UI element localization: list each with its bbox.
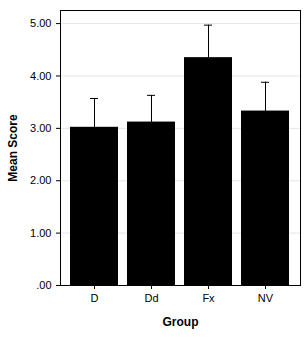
svg-text:Dd: Dd [144, 292, 158, 304]
svg-text:Group: Group [163, 315, 199, 329]
svg-text:3.00: 3.00 [30, 122, 51, 134]
svg-text:.00: .00 [36, 279, 51, 291]
svg-text:Mean Score: Mean Score [6, 114, 20, 182]
svg-text:D: D [91, 292, 99, 304]
svg-text:NV: NV [258, 292, 274, 304]
svg-text:5.00: 5.00 [30, 17, 51, 29]
svg-text:2.00: 2.00 [30, 174, 51, 186]
svg-text:4.00: 4.00 [30, 69, 51, 81]
svg-text:Fx: Fx [202, 292, 215, 304]
svg-text:1.00: 1.00 [30, 227, 51, 239]
